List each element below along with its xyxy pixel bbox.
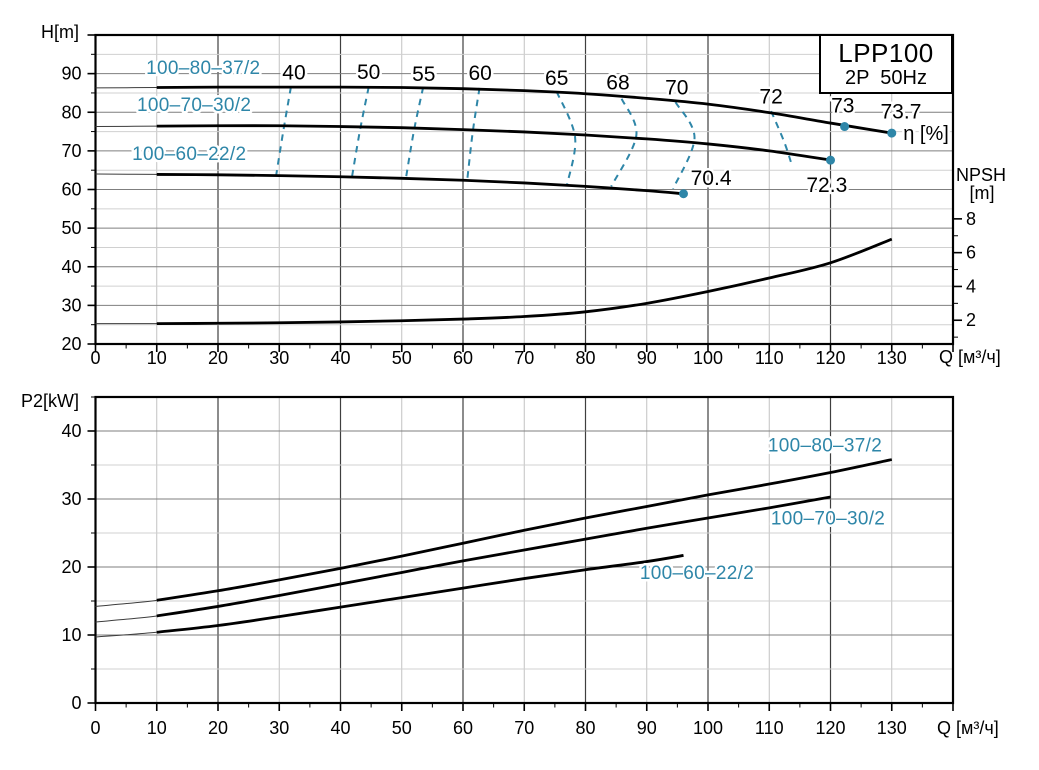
x-tick-label: 60 — [453, 348, 473, 368]
npsh-axis-unit: [m] — [970, 183, 995, 203]
x-axis-title: Q [м³/ч] — [937, 718, 999, 738]
curve-100–60–22/2 — [156, 554, 684, 634]
x-axis-title: Q [м³/ч] — [939, 347, 1001, 367]
x-tick-label: 90 — [637, 718, 657, 738]
eta-axis-label: η [%] — [903, 123, 949, 145]
npsh-tick-label: 2 — [966, 310, 976, 330]
x-tick-label: 130 — [877, 348, 907, 368]
x-tick-label: 70 — [514, 348, 534, 368]
curve-NPSH — [156, 237, 893, 326]
x-tick-label: 60 — [453, 718, 473, 738]
y-tick-label: 20 — [61, 334, 81, 354]
head-chart: 0 10 20 30 40 50 60 70 80 90 100 110 120 130 20 30 40 50 6… — [41, 22, 1006, 368]
y-tick-label: 10 — [61, 625, 81, 645]
series-label: 100–80–37/2 — [146, 58, 260, 79]
x-tick-label: 40 — [330, 348, 350, 368]
series-label: 100–60–22/2 — [132, 144, 246, 165]
y-tick-label: 0 — [71, 693, 81, 713]
x-tick-label: 90 — [637, 348, 657, 368]
marker-label-72.3: 72.3 — [806, 174, 847, 197]
y-tick-label: 40 — [61, 257, 81, 277]
y-tick-label: 30 — [61, 489, 81, 509]
eta-label-50: 50 — [357, 61, 380, 84]
curve-100–80–37/2 — [156, 458, 893, 602]
eta-label-55: 55 — [412, 63, 435, 86]
x-tick-label: 10 — [147, 718, 167, 738]
y-tick-label: 40 — [61, 421, 81, 441]
eta-label-72: 72 — [759, 85, 782, 108]
npsh-tick-label: 6 — [966, 243, 976, 263]
x-tick-label: 120 — [815, 348, 845, 368]
x-tick-label: 20 — [208, 718, 228, 738]
series-label: 100–60–22/2 — [640, 563, 754, 584]
curve-100–70–30/2 — [156, 124, 831, 162]
curve-thin-NPSH — [95, 238, 892, 325]
marker-dot — [826, 155, 835, 165]
eta-label-60: 60 — [468, 62, 491, 85]
y-tick-label: 70 — [61, 141, 81, 161]
pump-model-name: LPP100 — [838, 38, 934, 68]
series-label: 100–70–30/2 — [771, 509, 885, 530]
y-axis-title: P2[kW] — [21, 391, 79, 411]
y-tick-label: 50 — [61, 218, 81, 238]
efficiency-contour-70 — [672, 101, 696, 190]
y-tick-label: 80 — [61, 102, 81, 122]
x-tick-label: 70 — [514, 718, 534, 738]
marker-label-73: 73 — [831, 95, 854, 118]
y-tick-label: 60 — [61, 180, 81, 200]
x-tick-label: 40 — [330, 718, 350, 738]
x-tick-label: 130 — [877, 718, 907, 738]
marker-label-73.7: 73.7 — [881, 100, 922, 123]
series-label: 100–70–30/2 — [137, 95, 251, 116]
efficiency-contour-65 — [555, 91, 577, 185]
x-tick-label: 100 — [693, 718, 723, 738]
model-title-box: LPP100 2P 50Hz — [819, 34, 953, 94]
x-tick-label: 50 — [392, 348, 412, 368]
y-axis-title: H[m] — [41, 22, 79, 42]
efficiency-contour-68 — [610, 98, 638, 187]
x-tick-label: 50 — [392, 718, 412, 738]
curve-100–60–22/2 — [156, 173, 684, 196]
eta-label-70: 70 — [665, 77, 688, 100]
marker-dot — [840, 122, 850, 132]
x-tick-label: 20 — [208, 348, 228, 368]
x-tick-label: 10 — [147, 348, 167, 368]
curve-100–70–30/2 — [156, 495, 831, 618]
x-tick-label: 110 — [755, 348, 784, 368]
npsh-tick-label: 8 — [966, 209, 976, 229]
efficiency-contour-55 — [405, 86, 425, 178]
eta-label-65: 65 — [545, 67, 568, 90]
npsh-axis-title: NPSH — [956, 165, 1006, 185]
pump-model-spec: 2P 50Hz — [845, 67, 927, 89]
series-label: 100–80–37/2 — [768, 435, 882, 456]
x-tick-label: 120 — [815, 718, 845, 738]
x-tick-label: 30 — [269, 718, 289, 738]
marker-label-70.4: 70.4 — [691, 167, 732, 190]
y-tick-label: 90 — [61, 64, 81, 84]
y-tick-label: 20 — [61, 557, 81, 577]
x-tick-label: 110 — [755, 718, 784, 738]
x-tick-label: 80 — [575, 718, 595, 738]
eta-label-68: 68 — [606, 72, 629, 95]
efficiency-contour-60 — [466, 87, 481, 180]
x-tick-label: 100 — [693, 348, 723, 368]
x-tick-label: 30 — [269, 348, 289, 368]
y-tick-label: 30 — [61, 295, 81, 315]
x-tick-label: 80 — [575, 348, 595, 368]
marker-dot — [887, 128, 897, 138]
efficiency-contour-72 — [770, 110, 793, 164]
x-tick-label: 0 — [90, 348, 100, 368]
curve-100–80–37/2 — [156, 85, 892, 135]
npsh-tick-label: 4 — [966, 276, 976, 296]
x-tick-label: 0 — [90, 718, 100, 738]
marker-dot — [679, 189, 688, 199]
eta-label-40: 40 — [282, 61, 305, 84]
power-chart: 0 10 20 30 40 50 60 70 80 90 100 110 120 130 0 10 20 30 40… — [21, 391, 999, 738]
